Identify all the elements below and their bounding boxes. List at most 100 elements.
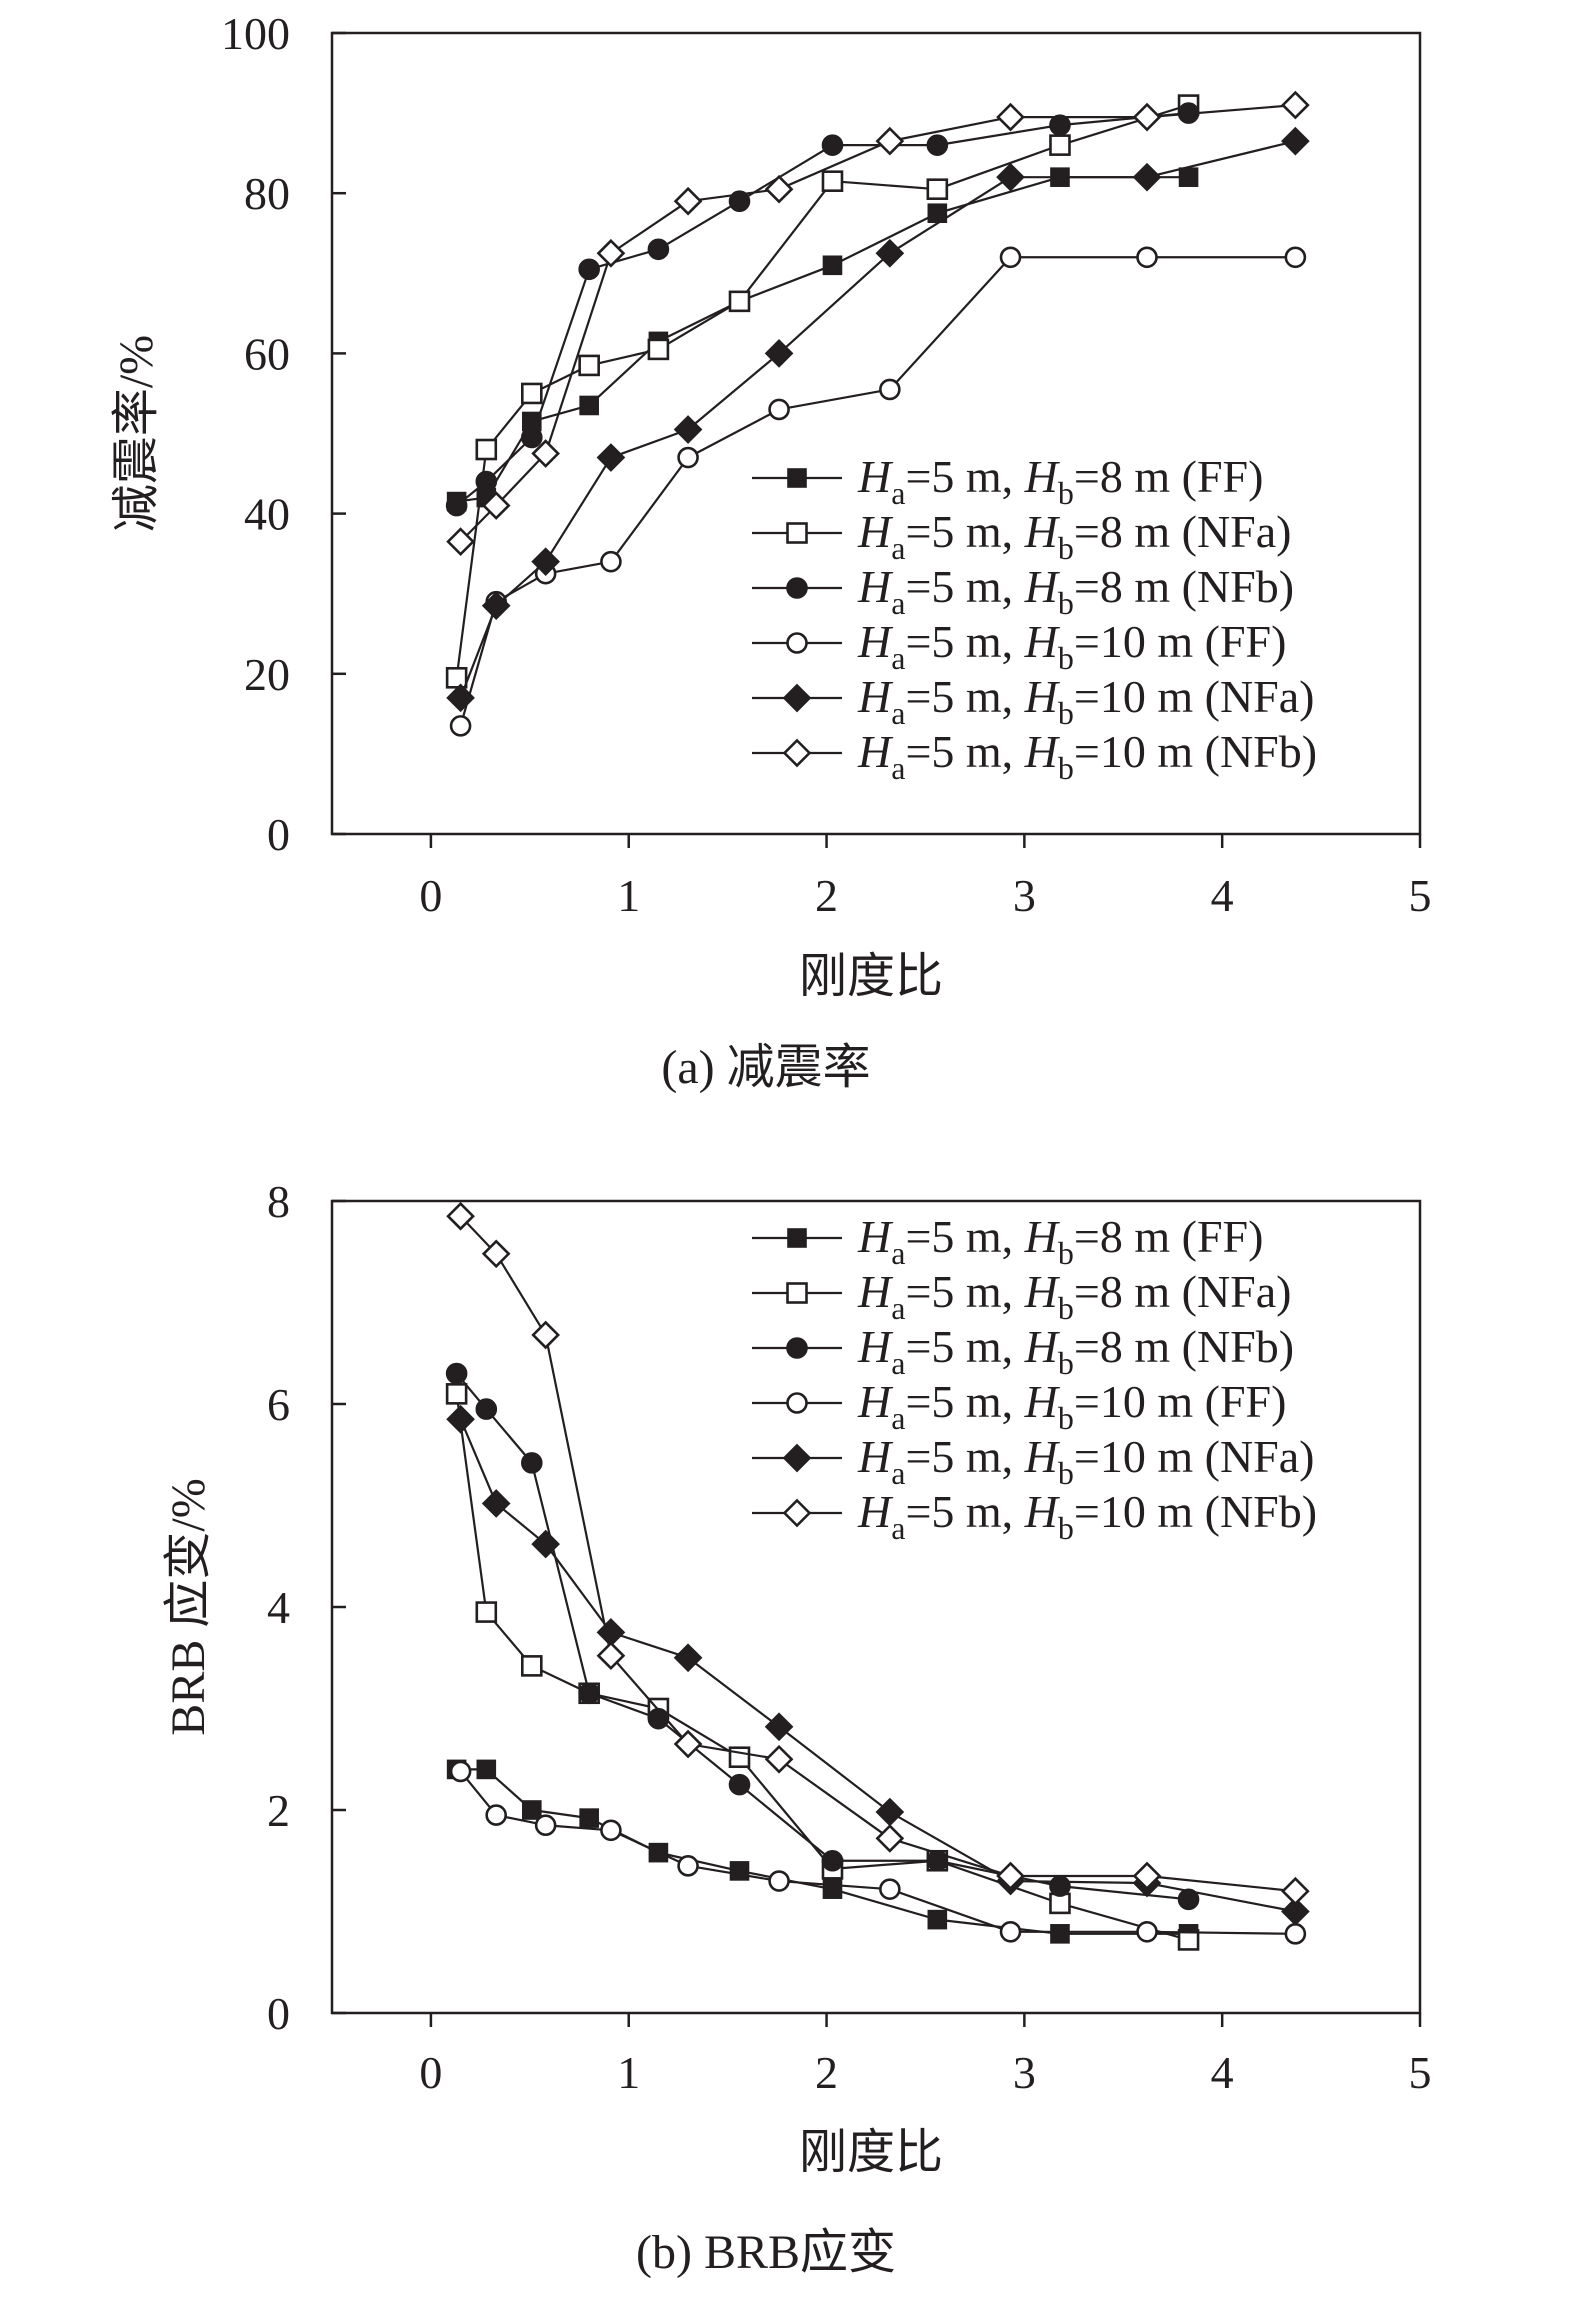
data-point xyxy=(481,1489,511,1518)
series-line xyxy=(459,1418,1296,1913)
legend-marker xyxy=(782,683,812,713)
legend-marker xyxy=(782,738,812,768)
x-tick-label: 1 xyxy=(617,870,640,921)
data-point xyxy=(596,1641,626,1671)
legend-marker xyxy=(786,577,808,599)
data-point xyxy=(485,1804,507,1826)
data-point xyxy=(822,255,843,276)
legend-marker xyxy=(786,632,808,654)
data-point xyxy=(481,591,511,621)
data-point xyxy=(596,238,626,268)
x-axis-label: 刚度比 xyxy=(799,950,943,1003)
y-tick-label: 20 xyxy=(244,649,290,700)
data-point xyxy=(875,238,905,268)
data-point xyxy=(926,134,949,156)
data-point xyxy=(578,258,600,281)
y-tick-label: 60 xyxy=(244,328,290,379)
data-point xyxy=(996,1861,1025,1891)
x-tick-label: 4 xyxy=(1211,2047,1234,2098)
data-point xyxy=(1132,1861,1162,1891)
data-point xyxy=(1132,162,1162,192)
series-line xyxy=(455,104,1189,678)
x-tick-label: 0 xyxy=(419,870,442,921)
data-point xyxy=(822,1879,843,1899)
data-point xyxy=(445,667,468,689)
series-line xyxy=(459,1215,1296,1893)
data-point xyxy=(1136,246,1158,269)
data-point xyxy=(875,1797,905,1827)
data-point xyxy=(728,190,751,213)
data-point xyxy=(481,1239,511,1269)
series-diamond-open xyxy=(446,90,1310,556)
data-point xyxy=(1281,90,1310,120)
series-diamond-filled xyxy=(446,126,1310,713)
y-tick-label: 40 xyxy=(244,489,290,540)
data-point xyxy=(764,339,794,368)
data-point xyxy=(596,443,626,472)
y-tick-label: 80 xyxy=(244,168,290,219)
legend-label: Ha=5 m, Hb=8 m (NFa) xyxy=(857,506,1292,566)
legend-marker xyxy=(787,468,807,488)
x-tick-label: 3 xyxy=(1013,870,1036,921)
data-point xyxy=(926,178,949,200)
data-point xyxy=(446,1404,475,1434)
legend-marker xyxy=(782,1443,812,1473)
x-tick-label: 5 xyxy=(1409,2047,1432,2098)
legend-label: Ha=5 m, Hb=10 m (NFb) xyxy=(857,726,1317,786)
legend-entry: Ha=5 m, Hb=10 m (NFb) xyxy=(752,1486,1317,1546)
data-point xyxy=(1049,114,1071,136)
legend-entry: Ha=5 m, Hb=10 m (FF) xyxy=(752,616,1286,676)
data-point xyxy=(1132,102,1162,132)
series-line xyxy=(459,103,1296,543)
data-point xyxy=(475,438,498,461)
data-point xyxy=(999,246,1022,269)
data-point xyxy=(531,1320,560,1350)
data-point xyxy=(821,170,844,192)
data-point xyxy=(673,1729,703,1759)
data-point xyxy=(875,126,905,156)
legend-label: Ha=5 m, Hb=10 m (NFa) xyxy=(857,1431,1315,1491)
data-point xyxy=(531,547,560,576)
legend-label: Ha=5 m, Hb=8 m (NFb) xyxy=(857,561,1294,621)
data-point xyxy=(446,527,475,556)
data-point xyxy=(879,1878,901,1900)
x-tick-label: 1 xyxy=(617,2047,640,2098)
legend-label: Ha=5 m, Hb=8 m (NFa) xyxy=(857,1266,1292,1326)
data-point xyxy=(579,1808,599,1828)
y-tick-label: 2 xyxy=(267,1785,290,1836)
data-point xyxy=(927,203,948,224)
data-point xyxy=(875,1824,905,1853)
data-point xyxy=(996,162,1025,192)
series-line xyxy=(459,1770,1296,1935)
data-point xyxy=(1284,246,1307,269)
x-tick-label: 3 xyxy=(1013,2047,1036,2098)
data-point xyxy=(821,134,844,156)
legend-marker xyxy=(786,1392,808,1414)
data-point xyxy=(445,1383,468,1405)
plot-frame xyxy=(330,31,1422,836)
series-line xyxy=(455,112,1189,507)
legend-entry: Ha=5 m, Hb=10 m (NFa) xyxy=(752,671,1315,731)
y-tick-label: 0 xyxy=(267,1988,290,2039)
y-tick-label: 0 xyxy=(267,809,290,860)
data-point xyxy=(475,470,498,493)
data-point xyxy=(475,1601,498,1623)
legend-marker xyxy=(787,1228,807,1248)
data-point xyxy=(927,1909,948,1930)
y-axis-label: BRB 应变/% xyxy=(162,1478,215,1735)
series-diamond-filled xyxy=(446,1404,1310,1926)
data-point xyxy=(446,683,475,713)
legend-marker xyxy=(786,522,808,544)
data-point xyxy=(1177,1929,1200,1951)
y-tick-label: 100 xyxy=(221,8,290,59)
legend-marker xyxy=(782,1498,812,1528)
legend-marker xyxy=(786,1282,808,1304)
legend-entry: Ha=5 m, Hb=10 m (NFa) xyxy=(752,1431,1315,1491)
y-tick-label: 4 xyxy=(267,1582,290,1633)
legend-marker xyxy=(786,1337,808,1359)
data-point xyxy=(520,1452,543,1474)
legend-entry: Ha=5 m, Hb=10 m (FF) xyxy=(752,1376,1286,1436)
panel-b-brb-strain-chart: 0 1 2 3 4 5 0 2 4 6 8 刚度比 BRB 应变/% (b) BRB应变 Ha=5 m, H… xyxy=(162,1176,1432,2279)
data-point xyxy=(579,395,599,416)
data-point xyxy=(520,382,543,405)
